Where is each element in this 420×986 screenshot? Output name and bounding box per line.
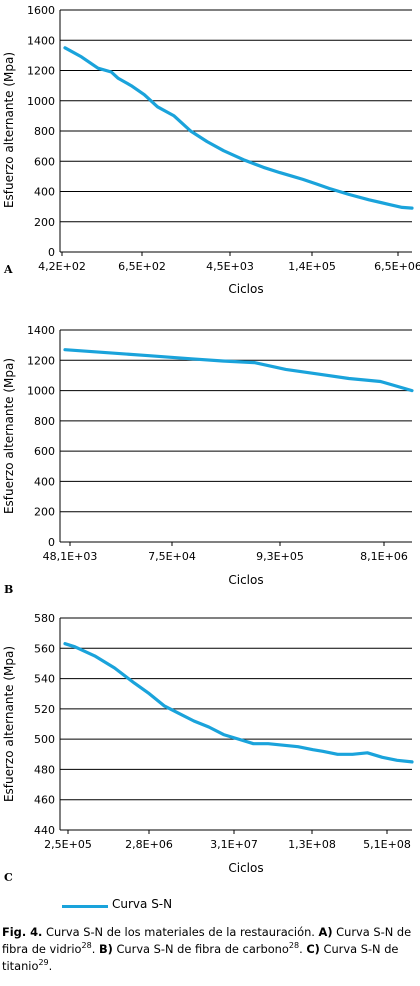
- chart-c: 440 460 480 500 520 540 560 580 2,5E+05 2,8E+06 3,…: [2, 612, 414, 884]
- x-tick-label: 8,1E+06: [360, 550, 408, 563]
- x-axis-label: Ciclos: [228, 573, 263, 587]
- caption-text-3: .: [91, 942, 99, 956]
- y-tick-label: 0: [48, 246, 55, 259]
- y-tick-label: 500: [34, 733, 55, 746]
- y-tick-label: 0: [48, 536, 55, 549]
- legend-label: Curva S-N: [112, 897, 173, 911]
- caption-text-5: .: [299, 942, 307, 956]
- y-tick-label: 1000: [27, 385, 55, 398]
- y-tick-label: 400: [34, 186, 55, 199]
- x-tick-label: 4,5E+03: [206, 260, 254, 273]
- y-tick-label: 480: [34, 763, 55, 776]
- y-tick-label: 1400: [27, 34, 55, 47]
- y-tick-label: 1400: [27, 324, 55, 337]
- caption-text-6: Curva S-N de titanio: [2, 942, 399, 973]
- series-line-curva-sn: [63, 642, 414, 764]
- series-line-curva-sn: [63, 348, 414, 393]
- y-axis-label: Esfuerzo alternante (Mpa): [2, 646, 16, 802]
- x-tick-label: 2,5E+05: [44, 838, 92, 851]
- x-tick-label: 7,5E+04: [148, 550, 196, 563]
- x-tick-label: 48,1E+03: [43, 550, 98, 563]
- y-tick-label: 1600: [27, 4, 55, 17]
- caption-b-letter: B): [98, 942, 113, 956]
- x-tick-label: 2,8E+06: [125, 838, 173, 851]
- y-tick-label: 400: [34, 475, 55, 488]
- y-tick-label: 600: [34, 445, 55, 458]
- panel-label-c: C: [4, 871, 13, 884]
- caption-ref-b: 28: [288, 941, 300, 951]
- chart-a: 0 200 400 600 800 1000 1200 1400 1600 4,2E+02 6,5E…: [2, 4, 420, 296]
- y-tick-label: 1000: [27, 95, 55, 108]
- x-tick-label: 9,3E+05: [256, 550, 304, 563]
- y-tick-label: 200: [34, 506, 55, 519]
- y-axis-label: Esfuerzo alternante (Mpa): [2, 52, 16, 208]
- x-axis-label: Ciclos: [228, 861, 263, 875]
- x-tick-label: 6,5E+02: [118, 260, 166, 273]
- y-tick-label: 800: [34, 125, 55, 138]
- y-tick-label: 460: [34, 794, 55, 807]
- y-tick-label: 1200: [27, 65, 55, 78]
- caption-a-letter: A): [318, 925, 333, 939]
- caption-text-1: Curva S-N de los materiales de la restau…: [42, 925, 319, 939]
- y-axis-label: Esfuerzo alternante (Mpa): [2, 358, 16, 514]
- caption-ref-a: 28: [81, 941, 92, 951]
- caption-text-7: .: [48, 959, 53, 973]
- y-tick-label: 560: [34, 642, 55, 655]
- x-tick-label: 1,3E+08: [288, 838, 336, 851]
- y-tick-label: 520: [34, 703, 55, 716]
- caption-fig-label: Fig. 4.: [2, 925, 43, 939]
- x-tick-label: 6,5E+06: [374, 260, 420, 273]
- caption-text-4: Curva S-N de fibra de carbono: [112, 942, 289, 956]
- y-tick-label: 1200: [27, 354, 55, 367]
- series-line-curva-sn: [63, 46, 414, 210]
- charts-figure: 0 200 400 600 800 1000 1200 1400 1600 4,2E+02 6,5E…: [2, 4, 420, 884]
- x-tick-label: 5,1E+08: [363, 838, 411, 851]
- caption-c-letter: C): [306, 942, 320, 956]
- y-tick-label: 800: [34, 415, 55, 428]
- caption-text-2: Curva S-N de fibra de vidrio: [2, 925, 412, 956]
- x-tick-label: 4,2E+02: [38, 260, 86, 273]
- y-tick-label: 600: [34, 155, 55, 168]
- panel-label-b: B: [4, 583, 13, 596]
- figure-caption: Fig. 4. Curva S-N de los materiales de l…: [2, 924, 418, 975]
- legend-line-swatch: [62, 905, 108, 908]
- caption-ref-c: 29: [38, 958, 49, 968]
- panel-label-a: A: [3, 263, 13, 276]
- y-tick-label: 540: [34, 673, 55, 686]
- y-tick-label: 440: [34, 824, 55, 837]
- chart-b: 0 200 400 600 800 1000 1200 1400 48,1E+03 7,5E+04…: [2, 324, 414, 596]
- x-axis-label: Ciclos: [228, 282, 263, 296]
- y-tick-label: 580: [34, 612, 55, 625]
- y-tick-label: 200: [34, 216, 55, 229]
- x-tick-label: 1,4E+05: [288, 260, 336, 273]
- x-tick-label: 3,1E+07: [210, 838, 258, 851]
